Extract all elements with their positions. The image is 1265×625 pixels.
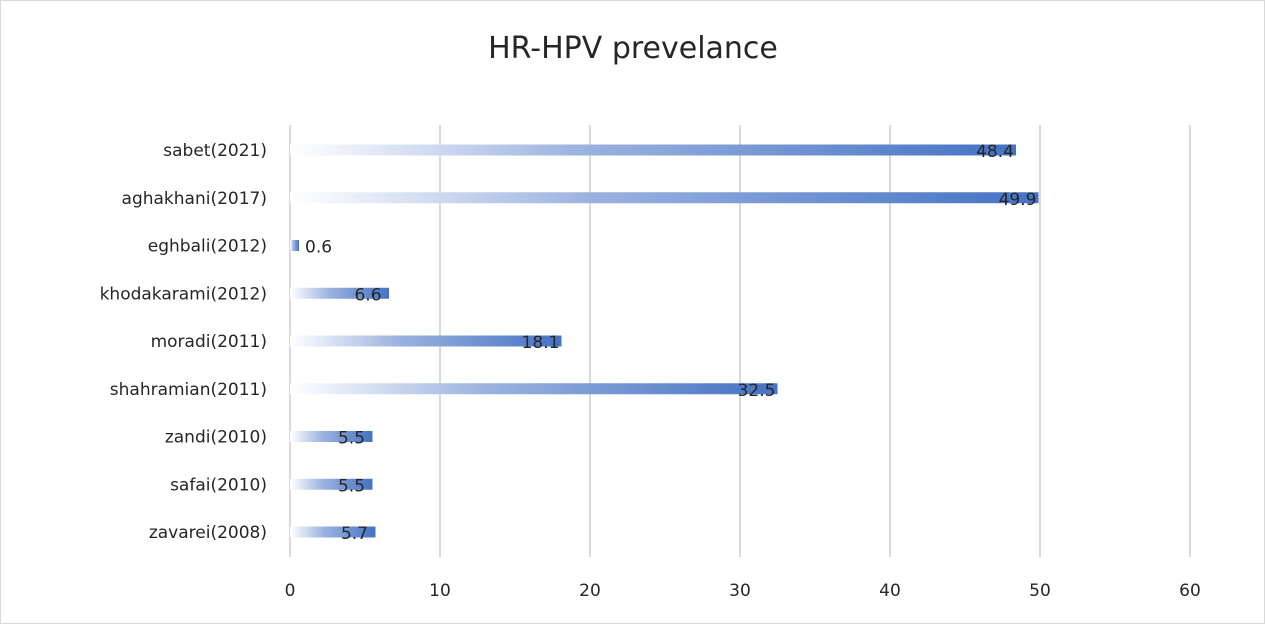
category-label: sabet(2021) xyxy=(163,141,267,161)
category-label: safai(2010) xyxy=(170,475,267,495)
x-tick-label: 40 xyxy=(879,581,901,601)
x-tick-label: 10 xyxy=(429,581,451,601)
data-label: 48.4 xyxy=(976,142,1014,162)
data-label: 5.7 xyxy=(341,524,368,544)
chart-title: HR-HPV prevelance xyxy=(488,31,778,66)
bar xyxy=(290,240,299,251)
x-tick-label: 0 xyxy=(285,581,296,601)
bar xyxy=(290,192,1039,204)
label-layer: 0 10 20 30 40 50 60 sabet(2021) 48.4 aghakhani(20… xyxy=(100,141,1201,601)
category-label: aghakhani(2017) xyxy=(122,189,267,209)
bar-layer xyxy=(290,144,1039,538)
x-tick-label: 20 xyxy=(579,581,601,601)
x-tick-label: 60 xyxy=(1179,581,1201,601)
data-label: 32.5 xyxy=(738,381,776,401)
data-label: 0.6 xyxy=(305,238,332,258)
data-label: 6.6 xyxy=(354,285,381,305)
data-label: 5.5 xyxy=(338,429,365,449)
category-label: zandi(2010) xyxy=(165,428,267,448)
data-label: 49.9 xyxy=(999,190,1037,210)
category-label: zavarei(2008) xyxy=(149,523,267,543)
bar xyxy=(290,335,562,347)
bar xyxy=(290,431,373,442)
data-label: 18.1 xyxy=(522,333,560,353)
category-label: eghbali(2012) xyxy=(148,237,267,257)
bar xyxy=(290,383,778,395)
x-tick-label: 50 xyxy=(1029,581,1051,601)
category-label: khodakarami(2012) xyxy=(100,284,267,304)
category-label: shahramian(2011) xyxy=(110,380,267,400)
category-label: moradi(2011) xyxy=(151,332,267,352)
data-label: 5.5 xyxy=(338,476,365,496)
bar xyxy=(290,478,373,490)
bar xyxy=(290,526,376,538)
bar xyxy=(290,144,1016,156)
bar xyxy=(290,287,389,299)
x-tick-label: 30 xyxy=(729,581,751,601)
